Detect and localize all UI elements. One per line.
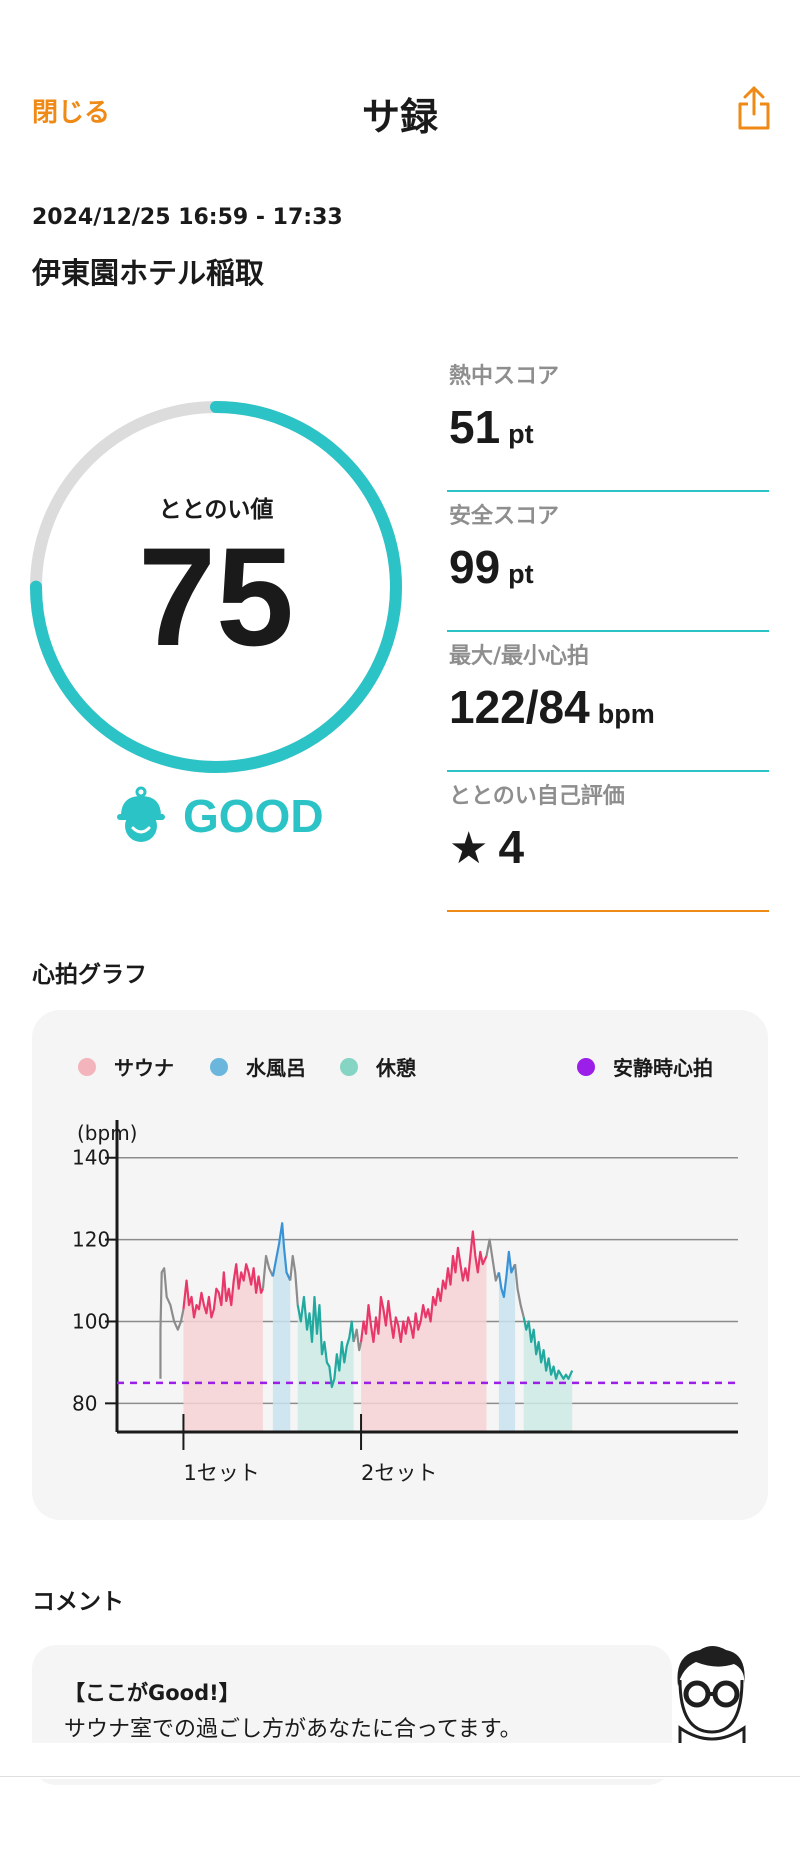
hr-line-sauna: [359, 1230, 488, 1344]
hr-line-rest: [522, 1317, 574, 1380]
score-value: 122/84 bpm: [449, 680, 655, 734]
header: 閉じる サ録: [0, 80, 800, 140]
hr-line-other: [352, 1328, 363, 1352]
heart-rate-graph-card: サウナ 水風呂 休憩 安静時心拍 (bpm) 140 120 100 80 1セット 2セッ…: [32, 1010, 768, 1520]
close-button[interactable]: 閉じる: [32, 98, 111, 128]
legend-rest: 休憩: [340, 1052, 416, 1081]
safety-score: 安全スコア 99 pt: [447, 492, 769, 632]
hr-line-other: [485, 1238, 500, 1282]
page-title: サ録: [361, 95, 438, 139]
y-axis-label: (bpm): [77, 1121, 137, 1145]
session-datetime: 2024/12/25 16:59 - 17:33: [32, 205, 343, 230]
hr-line-other: [261, 1254, 274, 1289]
share-icon[interactable]: [734, 84, 774, 132]
legend-dot: [577, 1057, 595, 1076]
phase-fill-cold: [272, 1223, 291, 1432]
score-label: 熱中スコア: [449, 364, 560, 389]
star-icon: ★: [449, 824, 489, 873]
hr-line-other: [159, 1267, 185, 1379]
self-evaluation[interactable]: ととのい自己評価 ★ 4: [447, 772, 769, 912]
legend-cold-bath: 水風呂: [210, 1052, 306, 1081]
legend-dot: [340, 1057, 358, 1076]
session-place: 伊東園ホテル稲取: [32, 256, 265, 290]
score-value: ★ 4: [449, 820, 524, 874]
rating-badge: GOOD: [115, 786, 324, 846]
score-label: 安全スコア: [449, 504, 560, 529]
hr-line-other: [513, 1264, 525, 1318]
score-list: 熱中スコア 51 pt 安全スコア 99 pt 最大/最小心拍 122/84 bpm …: [447, 352, 769, 912]
phase-fill-rest: [523, 1317, 573, 1432]
hr-line-sauna: [182, 1263, 264, 1319]
score-label: 最大/最小心拍: [449, 644, 590, 669]
legend-sauna: サウナ: [78, 1052, 174, 1081]
score-unit: pt: [508, 559, 534, 589]
set-label: 1セット: [183, 1461, 259, 1485]
legend-label: 水風呂: [246, 1056, 306, 1080]
ring-progress: [30, 401, 402, 773]
y-tick-label: 100: [72, 1309, 110, 1333]
legend-label: サウナ: [114, 1056, 174, 1080]
heart-rate-chart: (bpm)140 120 100 80 1セット 2セット: [72, 1120, 738, 1485]
hr-line-cold: [497, 1250, 517, 1299]
totonoi-value: 75: [138, 518, 294, 675]
heart-graph-title: 心拍グラフ: [32, 962, 147, 988]
comment-heading: 【ここがGood!】: [64, 1681, 240, 1705]
score-value: 99 pt: [449, 540, 534, 594]
phase-fill-rest: [297, 1296, 354, 1432]
score-value: 51 pt: [449, 400, 534, 454]
y-tick-label: 80: [72, 1391, 97, 1415]
y-tick-label: 120: [72, 1228, 110, 1252]
hr-line-other: [289, 1254, 299, 1306]
sauna-hat-face-icon: [117, 786, 165, 842]
comment-title: コメント: [32, 1589, 124, 1615]
legend-label: 休憩: [376, 1056, 416, 1080]
bottom-cover: [0, 1743, 800, 1779]
totonoi-ring: [30, 401, 402, 773]
rating-text: GOOD: [183, 790, 324, 842]
totonoi-label: ととのい値: [158, 497, 274, 523]
comment-body: サウナ室での過ごし方があなたに合ってます。: [64, 1717, 522, 1742]
score-unit: pt: [508, 419, 534, 449]
hr-line-cold: [271, 1222, 292, 1282]
bottom-divider: [0, 1776, 800, 1777]
score-number: 122/84: [449, 681, 590, 733]
score-unit: bpm: [597, 699, 655, 729]
phase-fill-sauna: [361, 1231, 487, 1432]
graph-legend: サウナ 水風呂 休憩 安静時心拍: [32, 1052, 768, 1082]
heat-score: 熱中スコア 51 pt: [447, 352, 769, 492]
score-number: 99: [449, 541, 501, 593]
y-tick-label: 140: [72, 1146, 110, 1170]
legend-dot: [78, 1057, 96, 1076]
score-number: 51: [449, 401, 501, 453]
set-label: 2セット: [361, 1461, 437, 1485]
score-number: 4: [498, 821, 525, 873]
score-label: ととのい自己評価: [449, 784, 625, 809]
legend-dot: [210, 1057, 228, 1076]
heart-rate-range: 最大/最小心拍 122/84 bpm: [447, 632, 769, 772]
hr-line-rest: [296, 1295, 355, 1389]
advisor-avatar: [677, 1646, 746, 1745]
legend-resting-hr: 安静時心拍: [577, 1052, 713, 1081]
legend-label: 安静時心拍: [613, 1056, 713, 1080]
